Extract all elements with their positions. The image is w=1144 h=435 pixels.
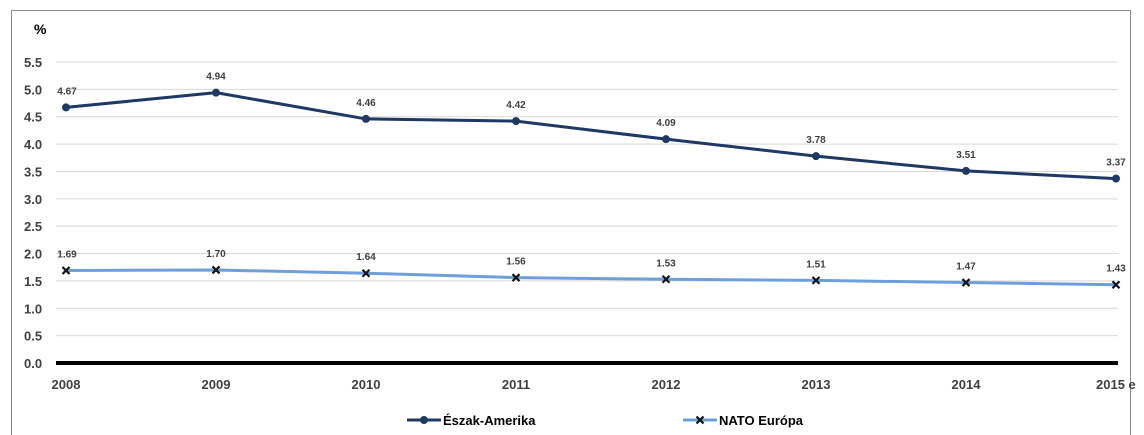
y-tick-label: 5.0: [24, 82, 42, 97]
y-tick-label: 0.0: [24, 356, 42, 371]
series-eszak-amerika: 4.67 4.94 4.46 4.42 4.09 3.78 3.51 3.37: [57, 72, 1126, 183]
data-point: [211, 265, 221, 275]
x-axis-ticks: 2008 2009 2010 2011 2012 2013 2014 2015 e: [52, 377, 1136, 392]
x-tick-label: 2014: [952, 377, 982, 392]
data-point: [811, 276, 821, 285]
y-tick-label: 1.0: [24, 301, 42, 316]
y-tick-label: 4.0: [24, 137, 42, 152]
y-axis-unit-label: %: [34, 21, 47, 37]
data-label: 1.64: [356, 252, 376, 263]
series-line: [65, 268, 1117, 287]
data-point: [962, 166, 970, 175]
x-tick-label: 2011: [502, 377, 530, 392]
data-label: 4.67: [57, 86, 77, 97]
y-tick-label: 0.5: [24, 329, 42, 344]
data-label: 3.51: [956, 150, 976, 161]
y-tick-label: 3.0: [24, 192, 42, 207]
series-line: [65, 91, 1117, 181]
gridlines: [56, 61, 1118, 365]
series-nato-europa: 1.69 1.70 1.64 1.56 1.53 1.51 1.47 1.43: [57, 249, 1126, 290]
data-label: 1.69: [57, 250, 77, 261]
data-point: [361, 268, 371, 278]
data-point: [212, 88, 220, 97]
y-axis-ticks: 0.0 0.5 1.0 1.5 2.0 2.5 3.0 3.5 4.0 4.5 5.0 5.5: [24, 55, 42, 371]
data-label: 4.42: [506, 100, 526, 111]
data-label: 1.51: [806, 259, 826, 270]
x-tick-label: 2013: [802, 377, 831, 392]
data-label: 1.47: [956, 262, 976, 273]
data-point: [1112, 174, 1120, 183]
legend-item: NATO Európa: [683, 413, 804, 428]
y-tick-label: 4.5: [24, 110, 42, 125]
legend: Észak-Amerika NATO Európa: [407, 413, 804, 428]
x-tick-label: 2008: [52, 377, 81, 392]
data-point: [511, 273, 521, 282]
data-point: [61, 266, 71, 275]
data-label: 1.43: [1106, 264, 1126, 275]
data-point: [662, 135, 670, 144]
legend-label: Észak-Amerika: [443, 413, 536, 428]
data-label: 1.70: [206, 249, 226, 260]
legend-marker: [695, 415, 705, 425]
legend-label: NATO Európa: [719, 413, 804, 428]
data-label: 3.78: [806, 135, 826, 146]
data-label: 1.56: [506, 257, 526, 268]
data-point: [62, 103, 70, 112]
data-label: 4.94: [206, 72, 226, 83]
x-tick-label: 2010: [352, 377, 381, 392]
data-point: [812, 152, 820, 161]
legend-item: Észak-Amerika: [407, 413, 536, 428]
data-label: 4.09: [656, 118, 676, 129]
y-tick-label: 3.5: [24, 164, 42, 179]
y-tick-label: 1.5: [24, 274, 42, 289]
data-point: [1111, 280, 1121, 290]
y-tick-label: 2.5: [24, 219, 42, 234]
data-label: 4.46: [356, 98, 376, 109]
data-label: 1.53: [656, 258, 676, 269]
series-group: 4.67 4.94 4.46 4.42 4.09 3.78 3.51 3.37 1.69 1.70…: [57, 72, 1126, 290]
y-tick-label: 2.0: [24, 247, 42, 262]
data-label: 3.37: [1106, 158, 1126, 169]
data-point: [362, 114, 370, 123]
x-tick-label: 2015 e: [1096, 377, 1136, 392]
x-tick-label: 2012: [652, 377, 681, 392]
data-point: [661, 274, 671, 284]
data-point: [512, 117, 520, 126]
x-tick-label: 2009: [202, 377, 231, 392]
y-tick-label: 5.5: [24, 55, 42, 70]
data-point: [961, 278, 971, 287]
legend-marker: [420, 416, 428, 424]
